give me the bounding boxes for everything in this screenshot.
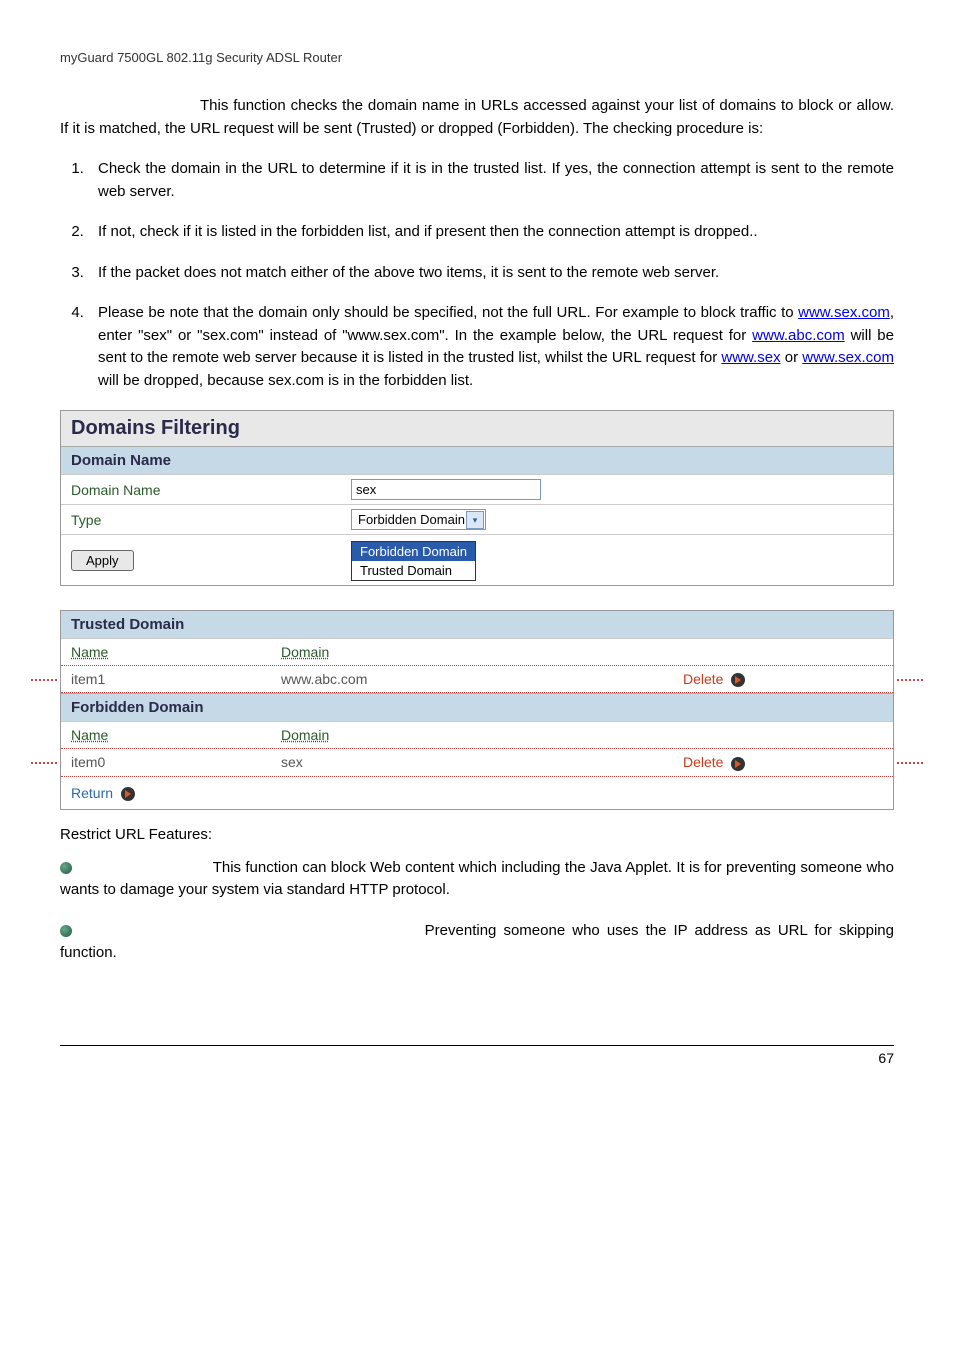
example-link[interactable]: www.abc.com <box>752 327 845 344</box>
column-header-domain: Domain <box>271 639 673 665</box>
forbidden-domain-row: item0 sex Delete <box>61 748 893 776</box>
list-item: If the packet does not match either of t… <box>88 262 894 285</box>
page-header: myGuard 7500GL 802.11g Security ADSL Rou… <box>60 50 894 65</box>
restrict-heading: Restrict URL Features: <box>60 826 894 843</box>
trusted-domain-header: Trusted Domain <box>61 611 893 638</box>
cell-name: item1 <box>61 666 271 692</box>
return-row: Return <box>61 777 893 809</box>
cell-name: item0 <box>61 749 271 775</box>
return-link[interactable]: Return <box>71 785 135 801</box>
column-header-action <box>673 722 893 748</box>
apply-button[interactable]: Apply <box>71 550 134 571</box>
list-item: If not, check if it is listed in the for… <box>88 221 894 244</box>
type-select[interactable]: Forbidden Domain ▾ <box>351 509 486 530</box>
feature-paragraph: This function can block Web content whic… <box>60 857 894 902</box>
delete-link[interactable]: Delete <box>673 749 893 775</box>
list-item: Please be note that the domain only shou… <box>88 302 894 392</box>
cell-domain: sex <box>271 749 673 775</box>
cell-domain: www.abc.com <box>271 666 673 692</box>
arrow-right-icon <box>731 757 745 771</box>
list-item: Check the domain in the URL to determine… <box>88 158 894 203</box>
intro-paragraph: This function checks the domain name in … <box>60 95 894 140</box>
row-label: Type <box>61 507 341 533</box>
list-text: Please be note that the domain only shou… <box>98 304 798 321</box>
chevron-down-icon: ▾ <box>466 511 484 529</box>
row-label: Domain Name <box>61 477 341 503</box>
table-header-row: Name Domain <box>61 721 893 748</box>
example-link[interactable]: www.sex.com <box>798 304 890 321</box>
column-header-domain: Domain <box>271 722 673 748</box>
forbidden-domain-header: Forbidden Domain <box>61 693 893 721</box>
trusted-domain-row: item1 www.abc.com Delete <box>61 665 893 693</box>
domain-lists-panel: Trusted Domain Name Domain item1 www.abc… <box>60 610 894 810</box>
arrow-right-icon <box>731 673 745 687</box>
feature-text: Preventing someone who uses the IP addre… <box>425 922 894 939</box>
list-text: will be dropped, because sex.com is in t… <box>98 372 473 389</box>
arrow-right-icon <box>121 787 135 801</box>
feature-paragraph: Preventing someone who uses the IP addre… <box>60 920 894 965</box>
bullet-icon <box>60 862 72 874</box>
page-footer: 67 <box>60 1045 894 1066</box>
apply-row: Apply Forbidden Domain Trusted Domain <box>61 534 893 585</box>
example-link[interactable]: www.sex <box>721 349 780 366</box>
table-header-row: Name Domain <box>61 638 893 665</box>
type-dropdown-list[interactable]: Forbidden Domain Trusted Domain <box>351 541 476 581</box>
section-header: Domain Name <box>61 446 893 474</box>
feature-text: function. <box>60 944 117 961</box>
column-header-name: Name <box>61 722 271 748</box>
domain-name-input[interactable] <box>351 479 541 500</box>
column-header-action <box>673 639 893 665</box>
column-header-name: Name <box>61 639 271 665</box>
domain-name-row: Domain Name <box>61 474 893 504</box>
list-text: or <box>781 349 803 366</box>
delete-link[interactable]: Delete <box>673 666 893 692</box>
dropdown-option[interactable]: Forbidden Domain <box>352 542 475 561</box>
dropdown-option[interactable]: Trusted Domain <box>352 561 475 580</box>
bullet-icon <box>60 925 72 937</box>
procedure-list: Check the domain in the URL to determine… <box>60 158 894 392</box>
type-row: Type Forbidden Domain ▾ <box>61 504 893 534</box>
panel-title: Domains Filtering <box>61 411 893 446</box>
feature-text: This function can block Web content whic… <box>60 859 894 899</box>
domains-filtering-panel: Domains Filtering Domain Name Domain Nam… <box>60 410 894 586</box>
example-link[interactable]: www.sex.com <box>802 349 894 366</box>
